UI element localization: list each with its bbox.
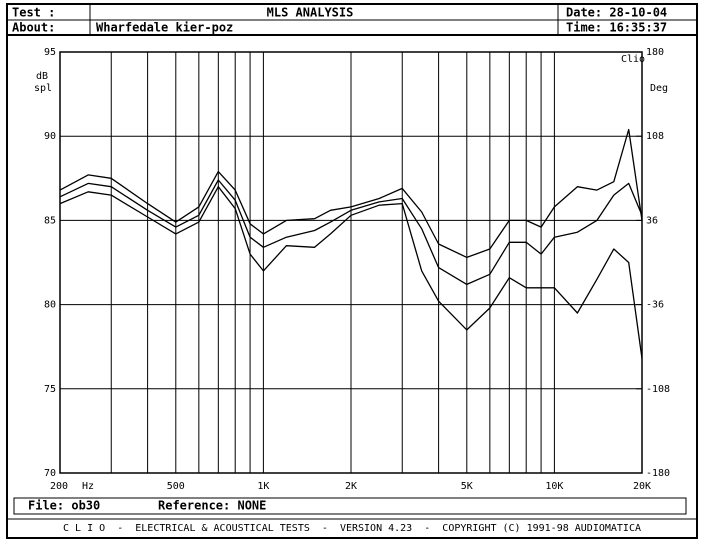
y-tick-label: 85 — [44, 215, 56, 226]
x-unit: Hz — [82, 481, 94, 492]
y-label: spl — [34, 83, 52, 94]
reference: Reference: NONE — [158, 499, 266, 513]
banner: C L I O - ELECTRICAL & ACOUSTICAL TESTS … — [63, 523, 641, 534]
x-tick-label: 10K — [545, 481, 563, 492]
y2-tick-label: -36 — [646, 300, 664, 311]
test-label: Test : — [12, 6, 55, 20]
x-tick-label: 20K — [633, 481, 651, 492]
x-tick-label: 5K — [461, 481, 473, 492]
about: Wharfedale kier-poz — [96, 21, 233, 35]
about-label: About: — [12, 21, 55, 35]
y2-tick-label: -108 — [646, 384, 670, 395]
y-tick-label: 90 — [44, 131, 56, 142]
time: Time: 16:35:37 — [566, 21, 667, 35]
y-label: dB — [36, 71, 48, 82]
response-curve — [59, 186, 643, 359]
y2-label: Deg — [650, 83, 668, 94]
y-tick-label: 80 — [44, 300, 56, 311]
x-tick-label: 1K — [257, 481, 269, 492]
footer-box — [13, 497, 687, 515]
y-tick-label: 70 — [44, 468, 56, 479]
y-tick-label: 95 — [44, 47, 56, 58]
y-tick-label: 75 — [44, 384, 56, 395]
x-tick-label: 2K — [345, 481, 357, 492]
y2-tick-label: 180 — [646, 47, 664, 58]
y2-tick-label: 108 — [646, 131, 664, 142]
y2-tick-label: 36 — [646, 215, 658, 226]
date: Date: 28-10-04 — [566, 6, 667, 20]
file: File: ob30 — [28, 499, 100, 513]
brand: Clio — [621, 54, 645, 65]
x-tick-label: 200 — [50, 481, 68, 492]
response-curve — [59, 179, 643, 286]
response-curve — [59, 128, 643, 259]
y2-tick-label: -180 — [646, 468, 670, 479]
outer-frame — [6, 3, 698, 539]
x-tick-label: 500 — [167, 481, 185, 492]
header-title: MLS ANALYSIS — [267, 6, 354, 20]
